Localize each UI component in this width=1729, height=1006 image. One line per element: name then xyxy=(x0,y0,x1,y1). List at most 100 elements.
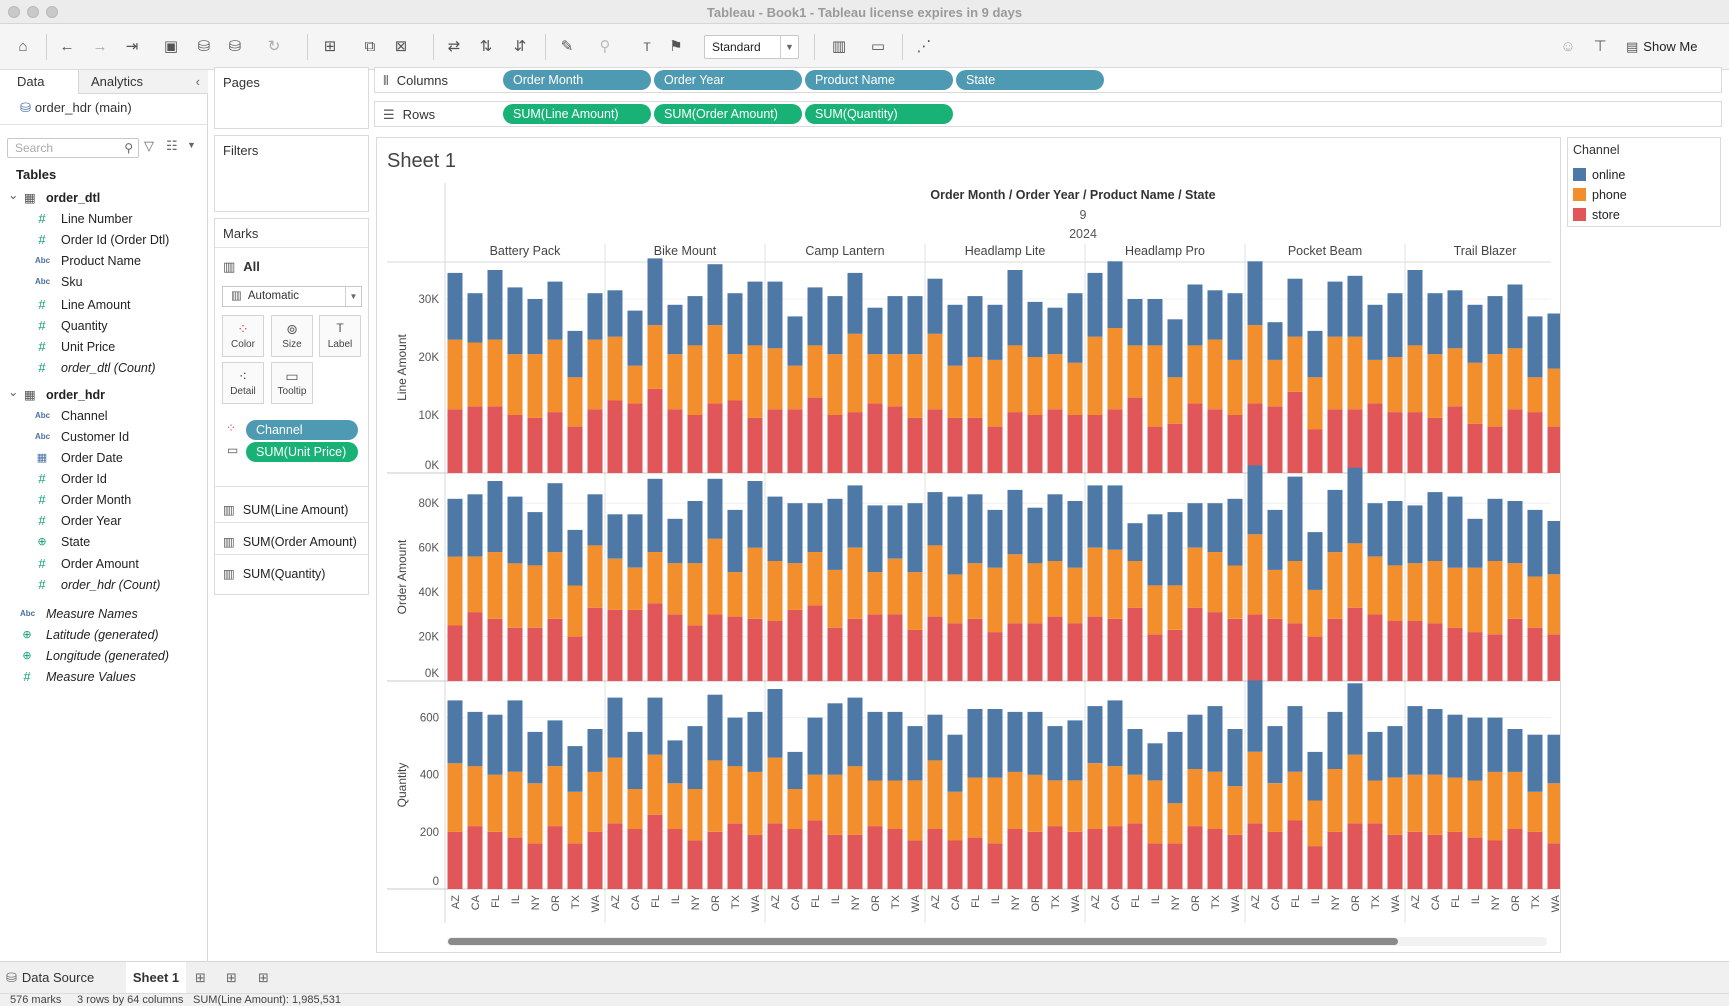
filters-card[interactable]: Filters xyxy=(214,135,369,212)
field-customer-id[interactable]: Abc Customer Id xyxy=(0,427,207,447)
field-order-year[interactable]: # Order Year xyxy=(0,511,207,531)
tab-data[interactable]: Data xyxy=(0,70,78,94)
pause-datasource-icon[interactable]: ⛁ xyxy=(228,38,242,55)
legend-item-phone[interactable]: phone xyxy=(1573,186,1627,204)
scrollbar-thumb[interactable] xyxy=(448,938,1398,945)
duplicate-icon[interactable]: ⧉ xyxy=(364,38,376,55)
bar-segment-store xyxy=(1367,614,1383,681)
label-button[interactable]: T Label xyxy=(319,315,361,357)
label-icon[interactable]: T xyxy=(643,40,651,54)
unit-price-tooltip-pill[interactable]: SUM(Unit Price) xyxy=(246,442,358,462)
rows-shelf[interactable]: ☰ Rows SUM(Line Amount) SUM(Order Amount)… xyxy=(374,101,1722,127)
show-me-button[interactable]: ▤ Show Me xyxy=(1626,36,1698,58)
field-latitude-generated[interactable]: ⊕ Latitude (generated) xyxy=(0,625,207,645)
sort-desc-icon[interactable]: ⇵ xyxy=(513,38,527,55)
field-order-id-order-dtl[interactable]: # Order Id (Order Dtl) xyxy=(0,230,207,250)
fit-select[interactable]: Standard ▼ xyxy=(704,35,799,59)
bar-segment-store xyxy=(527,843,543,889)
field-line-number[interactable]: # Line Number xyxy=(0,209,207,229)
number-type-icon: # xyxy=(38,577,46,592)
bar-segment-store xyxy=(1027,831,1043,889)
sheet-title[interactable]: Sheet 1 xyxy=(387,150,456,172)
field-measure-names[interactable]: Abc Measure Names xyxy=(0,604,207,624)
field-longitude-generated[interactable]: ⊕ Longitude (generated) xyxy=(0,646,207,666)
redo-icon[interactable]: ⇥ xyxy=(125,38,139,55)
measure-quantity[interactable]: ▥ SUM(Quantity) xyxy=(223,566,325,581)
save-icon[interactable]: ▣ xyxy=(163,38,179,55)
ask-data-icon[interactable]: ☺ xyxy=(1560,38,1576,55)
field-order-dtl-count[interactable]: # order_dtl (Count) xyxy=(0,358,207,378)
column-pill-state[interactable]: State xyxy=(956,70,1104,90)
show-cards-icon[interactable]: ▥ xyxy=(831,38,847,55)
datasource-row[interactable]: ⛁ order_hdr (main) xyxy=(20,100,132,116)
legend-item-online[interactable]: online xyxy=(1573,166,1625,184)
new-story-icon[interactable]: ⊞ xyxy=(258,970,269,985)
group-icon[interactable]: ⚲ xyxy=(599,38,611,55)
marks-all-row[interactable]: ▥ All xyxy=(223,259,260,275)
search-input[interactable]: Search ⚲ xyxy=(7,138,139,158)
field-line-amount[interactable]: # Line Amount xyxy=(0,295,207,315)
field-order-month[interactable]: # Order Month xyxy=(0,490,207,510)
field-quantity[interactable]: # Quantity xyxy=(0,316,207,336)
legend-item-store[interactable]: store xyxy=(1573,206,1620,224)
mark-type-select[interactable]: ▥ Automatic ▼ xyxy=(222,286,362,307)
fix-axes-icon[interactable]: ⚑ xyxy=(669,38,683,55)
filter-fields-icon[interactable]: ▽ xyxy=(144,138,154,153)
collapse-pane-icon[interactable]: ‹ xyxy=(195,74,200,89)
field-order-amount[interactable]: # Order Amount xyxy=(0,554,207,574)
field-order-id[interactable]: # Order Id xyxy=(0,469,207,489)
presentation-icon[interactable]: ▭ xyxy=(870,38,886,55)
bar-segment-store xyxy=(1547,426,1560,473)
field-measure-values[interactable]: # Measure Values xyxy=(0,667,207,687)
close-window-button[interactable] xyxy=(8,6,20,18)
field-order-hdr-count[interactable]: # order_hdr (Count) xyxy=(0,575,207,595)
measure-line-amount[interactable]: ▥ SUM(Line Amount) xyxy=(223,502,348,517)
field-product-name[interactable]: Abc Product Name xyxy=(0,251,207,271)
chevron-down-icon[interactable]: ⌄ xyxy=(8,384,19,399)
chevron-down-icon[interactable]: ⌄ xyxy=(8,188,19,202)
row-pill-line-amount[interactable]: SUM(Line Amount) xyxy=(503,104,651,124)
field-unit-price[interactable]: # Unit Price xyxy=(0,337,207,357)
sort-asc-icon[interactable]: ⇅ xyxy=(479,38,493,55)
data-pane: Data Analytics ‹ ⛁ order_hdr (main) Search… xyxy=(0,70,208,961)
column-pill-product-name[interactable]: Product Name xyxy=(805,70,953,90)
color-button[interactable]: ⁘ Color xyxy=(222,315,264,357)
tooltip-pin-icon[interactable]: ⊤ xyxy=(1593,38,1607,55)
detail-button[interactable]: ⁖ Detail xyxy=(222,362,264,404)
view-options-icon[interactable]: ☷ xyxy=(166,138,178,153)
refresh-icon[interactable]: ↻ xyxy=(267,38,281,55)
new-datasource-icon[interactable]: ⛁ xyxy=(197,38,211,55)
back-icon[interactable]: ← xyxy=(59,38,75,55)
home-icon[interactable]: ⌂ xyxy=(18,38,28,55)
table-order-hdr[interactable]: ⌄ ▦ order_hdr xyxy=(0,385,207,405)
field-order-date[interactable]: ▦ Order Date xyxy=(0,448,207,468)
column-pill-order-month[interactable]: Order Month xyxy=(503,70,651,90)
tooltip-button[interactable]: ▭ Tooltip xyxy=(271,362,313,404)
row-pill-quantity[interactable]: SUM(Quantity) xyxy=(805,104,953,124)
columns-shelf[interactable]: ⦀ Columns Order Month Order Year Product … xyxy=(374,67,1722,93)
new-dashboard-icon[interactable]: ⊞ xyxy=(226,970,237,985)
swap-icon[interactable]: ⇄ xyxy=(447,38,461,55)
chevron-down-icon[interactable]: ▼ xyxy=(187,140,196,150)
size-button[interactable]: ⊚ Size xyxy=(271,315,313,357)
field-channel[interactable]: Abc Channel xyxy=(0,406,207,426)
clear-icon[interactable]: ⊠ xyxy=(394,38,408,55)
field-state[interactable]: ⊕ State xyxy=(0,532,207,552)
bar-segment-store xyxy=(487,831,503,889)
tab-sheet1[interactable]: Sheet 1 xyxy=(126,962,186,993)
tab-data-source[interactable]: ⛁ Data Source xyxy=(6,962,126,993)
column-pill-order-year[interactable]: Order Year xyxy=(654,70,802,90)
tab-analytics[interactable]: Analytics ‹ xyxy=(78,70,208,94)
new-worksheet-icon[interactable]: ⊞ xyxy=(323,38,337,55)
zoom-window-button[interactable] xyxy=(46,6,58,18)
field-sku[interactable]: Abc Sku xyxy=(0,272,207,292)
table-order-dtl[interactable]: ⌄ ▦ order_dtl xyxy=(0,188,207,208)
channel-color-pill[interactable]: Channel xyxy=(246,420,358,440)
share-icon[interactable]: ⋰ xyxy=(916,38,932,55)
forward-icon[interactable]: → xyxy=(92,38,108,55)
minimize-window-button[interactable] xyxy=(27,6,39,18)
highlight-icon[interactable]: ✎ xyxy=(560,38,574,55)
new-worksheet-icon[interactable]: ⊞ xyxy=(195,970,206,985)
row-pill-order-amount[interactable]: SUM(Order Amount) xyxy=(654,104,802,124)
measure-order-amount[interactable]: ▥ SUM(Order Amount) xyxy=(223,534,357,549)
